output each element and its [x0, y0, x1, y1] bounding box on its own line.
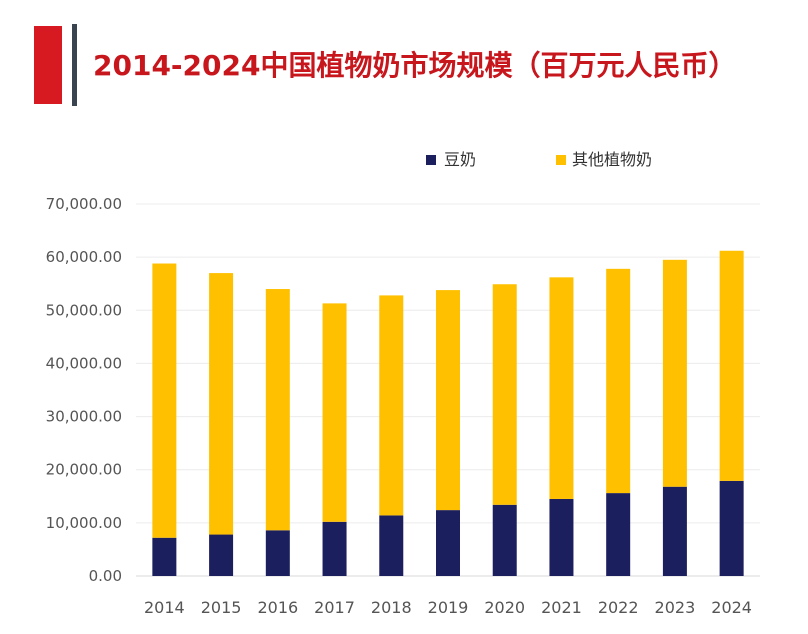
bars: [152, 250, 744, 576]
bar-soy-2018: [379, 515, 404, 576]
y-tick-label: 60,000.00: [46, 248, 122, 266]
bar-other-2017: [322, 303, 347, 522]
x-tick-label: 2024: [711, 598, 752, 617]
bar-soy-2023: [662, 486, 687, 576]
bar-other-2020: [492, 284, 517, 505]
bar-soy-2017: [322, 521, 347, 576]
bar-other-2021: [549, 277, 574, 499]
bar-soy-2014: [152, 537, 177, 576]
y-tick-label: 10,000.00: [46, 514, 122, 532]
bar-soy-2024: [719, 480, 744, 576]
x-tick-label: 2022: [598, 598, 639, 617]
bar-other-2024: [719, 250, 744, 481]
x-axis-ticks: 2014 2015 2016 2017 2018 2019 2020 2021 2022 2023…: [144, 598, 752, 617]
bar-soy-2019: [436, 510, 460, 576]
bar-other-2019: [436, 290, 460, 511]
x-tick-label: 2019: [428, 598, 469, 617]
x-tick-label: 2015: [201, 598, 242, 617]
y-tick-label: 70,000.00: [46, 195, 122, 213]
x-tick-label: 2018: [371, 598, 412, 617]
x-tick-label: 2014: [144, 598, 185, 617]
y-tick-label: 0.00: [89, 567, 122, 585]
bar-other-2022: [606, 268, 631, 494]
y-tick-label: 30,000.00: [46, 408, 122, 426]
x-tick-label: 2021: [541, 598, 582, 617]
legend: 豆奶 其他植物奶: [426, 150, 652, 169]
y-tick-label: 20,000.00: [46, 461, 122, 479]
x-tick-label: 2016: [257, 598, 298, 617]
bar-other-2016: [265, 289, 290, 531]
bar-soy-2022: [606, 493, 631, 576]
legend-swatch-other: [556, 155, 566, 165]
y-tick-label: 40,000.00: [46, 354, 122, 372]
y-axis-ticks: 0.00 10,000.00 20,000.00 30,000.00 40,000.00…: [46, 195, 122, 585]
y-tick-label: 50,000.00: [46, 301, 122, 319]
bar-other-2018: [379, 295, 404, 516]
bar-soy-2021: [549, 498, 574, 576]
x-tick-label: 2020: [484, 598, 525, 617]
page-title: 2014-2024中国植物奶市场规模（百万元人民币）: [93, 49, 737, 82]
legend-swatch-soy: [426, 155, 436, 165]
x-tick-label: 2017: [314, 598, 355, 617]
legend-label-other: 其他植物奶: [572, 150, 652, 169]
header-accent-bar: [34, 26, 62, 104]
header-divider-line: [72, 24, 77, 106]
bar-other-2014: [152, 263, 177, 538]
bar-other-2023: [662, 259, 687, 487]
legend-label-soy: 豆奶: [444, 150, 476, 169]
bar-soy-2016: [265, 530, 290, 576]
bar-soy-2020: [492, 504, 517, 576]
bar-soy-2015: [209, 534, 234, 576]
x-tick-label: 2023: [655, 598, 696, 617]
bar-other-2015: [209, 273, 234, 535]
